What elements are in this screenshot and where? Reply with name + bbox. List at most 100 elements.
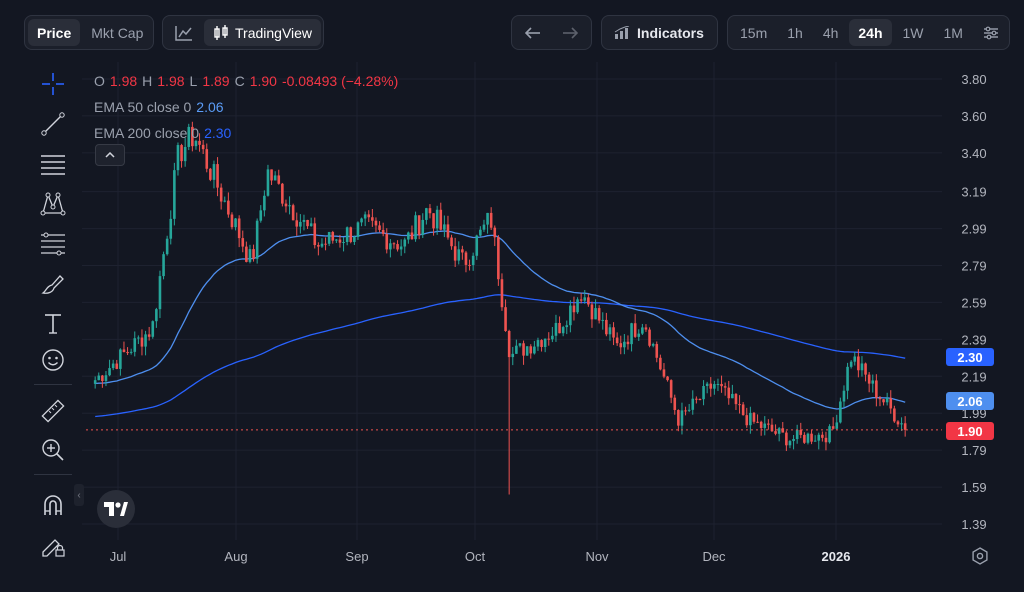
candle: [320, 238, 324, 248]
emoji-icon: [42, 349, 64, 371]
ema50-value: 2.06: [196, 99, 224, 115]
undo-button[interactable]: [515, 19, 551, 46]
candle: [835, 414, 839, 430]
chart-settings-filter-button[interactable]: [974, 19, 1008, 46]
candle: [277, 169, 281, 185]
candle: [817, 432, 821, 450]
candle: [482, 219, 486, 232]
candle: [241, 230, 245, 253]
candle: [561, 325, 565, 337]
lock-drawing-tool[interactable]: [37, 530, 69, 562]
chart-style-group: TradingView: [162, 15, 324, 50]
emoji-tool[interactable]: [37, 344, 69, 376]
pattern-tool[interactable]: [37, 188, 69, 220]
candle: [709, 377, 713, 397]
candle: [885, 392, 889, 406]
candle: [403, 237, 407, 254]
zoom-in-tool[interactable]: [37, 434, 69, 466]
candle: [273, 171, 277, 181]
fib-tool[interactable]: [37, 228, 69, 260]
chart-settings-button[interactable]: [968, 544, 992, 568]
y-axis-label: 1.79: [961, 443, 986, 458]
candle: [713, 380, 716, 395]
chart-type-button[interactable]: [166, 19, 202, 46]
tab-mkt-cap[interactable]: Mkt Cap: [91, 24, 144, 41]
indicators-button[interactable]: Indicators: [605, 19, 713, 46]
candle: [511, 346, 515, 366]
tradingview-button[interactable]: TradingView: [204, 19, 322, 46]
candle: [752, 411, 756, 424]
tab-price[interactable]: Price: [28, 19, 81, 46]
candles-icon: [214, 24, 228, 40]
tradingview-logo[interactable]: [97, 490, 135, 528]
interval-24h[interactable]: 24h: [849, 19, 892, 46]
candle: [785, 430, 788, 452]
candle: [759, 420, 763, 436]
interval-1h[interactable]: 1h: [787, 24, 803, 41]
interval-1w[interactable]: 1W: [902, 24, 924, 41]
parallel-lines-tool[interactable]: [37, 148, 69, 180]
candle: [857, 349, 860, 378]
candle: [216, 157, 219, 197]
close-label: C: [234, 73, 245, 89]
candle: [903, 416, 907, 437]
candle: [666, 375, 669, 382]
interval-1m[interactable]: 1M: [943, 24, 963, 41]
crosshair-tool[interactable]: [37, 68, 69, 100]
candle: [641, 323, 644, 335]
candle: [399, 239, 403, 256]
ema200-legend-row[interactable]: EMA 200 close 0 2.30: [94, 120, 398, 146]
candle: [248, 244, 252, 264]
trend-line-tool[interactable]: [37, 108, 69, 140]
candle: [288, 196, 291, 215]
collapse-toolbar-button[interactable]: ‹: [74, 484, 84, 506]
drawing-toolbar: [28, 64, 78, 584]
high-label: H: [142, 73, 153, 89]
candle: [209, 167, 212, 182]
brush-tool[interactable]: [37, 268, 69, 300]
candle: [266, 164, 270, 197]
candle: [187, 123, 191, 151]
interval-4h[interactable]: 4h: [822, 24, 839, 41]
ruler-tool[interactable]: [37, 395, 69, 427]
candle: [302, 214, 306, 231]
candle: [410, 225, 414, 240]
candle: [860, 356, 864, 377]
candle: [443, 215, 446, 238]
x-axis[interactable]: Jul Aug Sep Oct Nov Dec 2026: [110, 549, 851, 564]
candle: [360, 217, 363, 227]
candle: [111, 359, 115, 371]
candle: [655, 341, 659, 363]
magnet-tool[interactable]: [37, 490, 69, 522]
candle: [507, 329, 511, 495]
candle: [669, 379, 673, 404]
candle: [763, 416, 767, 436]
ema50-legend-row[interactable]: EMA 50 close 0 2.06: [94, 94, 398, 120]
candle: [896, 420, 900, 428]
candle: [435, 205, 439, 235]
candle: [659, 354, 662, 371]
candle: [155, 307, 158, 328]
candle: [162, 251, 165, 280]
candle: [691, 390, 695, 415]
candle: [741, 402, 745, 416]
candle: [777, 426, 781, 442]
text-tool[interactable]: [37, 308, 69, 340]
candle: [446, 215, 450, 240]
interval-15m[interactable]: 15m: [740, 24, 768, 41]
candle: [356, 221, 360, 240]
y-axis[interactable]: 3.803.603.403.192.992.792.592.392.191.99…: [961, 72, 986, 532]
candle: [533, 340, 536, 355]
candle: [489, 207, 493, 230]
candle: [504, 299, 507, 332]
y-axis-label: 2.59: [961, 295, 986, 310]
candle: [867, 372, 871, 393]
redo-button[interactable]: [553, 19, 589, 46]
candle: [803, 432, 806, 444]
legend-collapse-button[interactable]: [95, 144, 125, 166]
candle: [461, 245, 464, 260]
candle: [338, 234, 342, 248]
magnet-icon: [44, 495, 62, 515]
candle: [500, 273, 504, 311]
